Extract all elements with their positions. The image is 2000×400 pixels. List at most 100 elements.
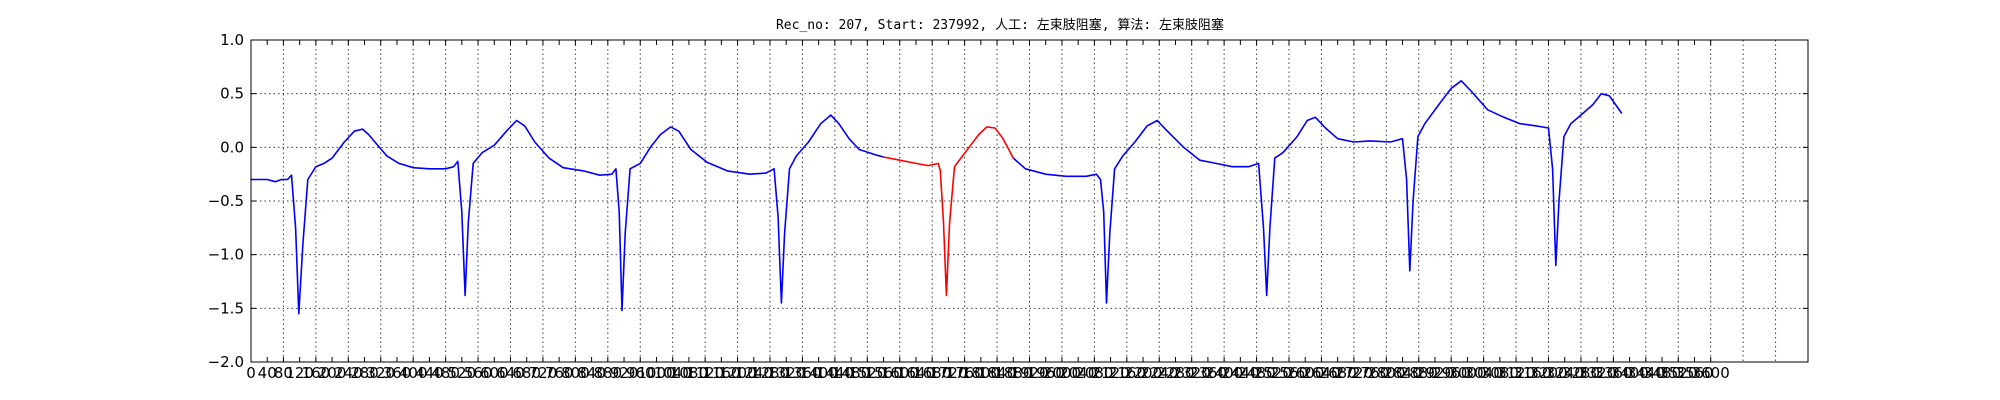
x-tick-label: 80: [274, 364, 293, 382]
x-tick-label: 2400: [1205, 364, 1243, 382]
x-tick-label: 1760: [946, 364, 984, 382]
x-tick-label: 1960: [1027, 364, 1065, 382]
x-tick-label: 1400: [800, 364, 838, 382]
x-tick-label: 2160: [1108, 364, 1146, 382]
x-tick-label: 3560: [1675, 364, 1713, 382]
y-tick-label: −2.0: [208, 353, 244, 371]
x-tick-label: 1600: [881, 364, 919, 382]
x-tick-label: 3200: [1529, 364, 1567, 382]
y-tick-label: −1.0: [208, 246, 244, 264]
x-tick-label: 2040: [1059, 364, 1097, 382]
x-tick-label: 1560: [864, 364, 902, 382]
x-tick-label: 760: [545, 364, 574, 382]
x-tick-label: 2840: [1383, 364, 1421, 382]
y-tick-label: 0.0: [220, 138, 244, 156]
x-tick-label: 2600: [1286, 364, 1324, 382]
x-tick-label: 3280: [1562, 364, 1600, 382]
x-tick-label: 1720: [929, 364, 967, 382]
x-tick-label: 1280: [751, 364, 789, 382]
x-tick-label: 2520: [1254, 364, 1292, 382]
y-tick-label: −0.5: [208, 192, 244, 210]
x-tick-label: 3080: [1481, 364, 1519, 382]
x-tick-label: 3600: [1692, 364, 1730, 382]
x-tick-label: 3520: [1659, 364, 1697, 382]
x-tick-label: 160: [302, 364, 331, 382]
x-tick-label: 1800: [962, 364, 1000, 382]
x-tick-label: 2640: [1302, 364, 1340, 382]
x-tick-label: 1240: [735, 364, 773, 382]
x-tick-label: 3240: [1546, 364, 1584, 382]
x-tick-label: 240: [334, 364, 363, 382]
x-tick-label: 1640: [897, 364, 935, 382]
x-tick-label: 2200: [1124, 364, 1162, 382]
x-tick-label: 2120: [1092, 364, 1130, 382]
x-tick-label: 560: [464, 364, 493, 382]
x-tick-label: 960: [626, 364, 655, 382]
x-tick-label: 2480: [1237, 364, 1275, 382]
x-tick-label: 640: [496, 364, 525, 382]
x-tick-label: 800: [561, 364, 590, 382]
x-tick-label: 1840: [978, 364, 1016, 382]
x-tick-label: 480: [431, 364, 460, 382]
x-tick-label: 1040: [654, 364, 692, 382]
x-tick-label: 3120: [1497, 364, 1535, 382]
x-tick-label: 2880: [1400, 364, 1438, 382]
x-tick-label: 1080: [670, 364, 708, 382]
x-tick-label: 880: [593, 364, 622, 382]
x-tick-label: 3000: [1448, 364, 1486, 382]
x-tick-label: 1360: [783, 364, 821, 382]
x-tick-label: 320: [366, 364, 395, 382]
x-tick-label: 2760: [1351, 364, 1389, 382]
x-tick-label: 200: [318, 364, 347, 382]
x-tick-label: 0: [246, 364, 256, 382]
x-tick-label: 3400: [1611, 364, 1649, 382]
x-tick-label: 3480: [1643, 364, 1681, 382]
x-tick-label: 2720: [1335, 364, 1373, 382]
x-tick-label: 2920: [1416, 364, 1454, 382]
y-tick-label: 1.0: [220, 31, 244, 49]
x-tick-label: 2560: [1270, 364, 1308, 382]
x-tick-label: 1520: [848, 364, 886, 382]
x-tick-label: 920: [610, 364, 639, 382]
x-tick-label: 1440: [816, 364, 854, 382]
x-tick-label: 2080: [1075, 364, 1113, 382]
series-layer: [250, 80, 1623, 315]
x-tick-label: 3440: [1627, 364, 1665, 382]
x-tick-label: 40: [258, 364, 277, 382]
x-tick-label: 2000: [1043, 364, 1081, 382]
x-tick-label: 520: [448, 364, 477, 382]
chart-title: Rec_no: 207, Start: 237992, 人工: 左束肢阻塞, 算…: [776, 17, 1224, 33]
x-tick-label: 400: [399, 364, 428, 382]
x-tick-label: 1480: [832, 364, 870, 382]
tick-layer: −2.0−1.5−1.0−0.50.00.51.00 40801201602002…: [208, 31, 1808, 382]
x-tick-label: 3360: [1594, 364, 1632, 382]
x-tick-label: 280: [350, 364, 379, 382]
ecg-trace-red: [882, 126, 1015, 297]
x-tick-label: 1200: [718, 364, 756, 382]
grid-layer: [251, 40, 1808, 362]
x-tick-label: 2800: [1367, 364, 1405, 382]
x-tick-label: 1920: [1010, 364, 1048, 382]
x-tick-label: 1680: [913, 364, 951, 382]
x-tick-label: 2680: [1319, 364, 1357, 382]
x-tick-label: 1160: [702, 364, 740, 382]
x-tick-label: 1120: [686, 364, 724, 382]
x-tick-label: 840: [577, 364, 606, 382]
x-tick-label: 2280: [1156, 364, 1194, 382]
x-tick-label: 3040: [1465, 364, 1503, 382]
y-tick-label: 0.5: [220, 85, 244, 103]
x-tick-label: 720: [529, 364, 558, 382]
plot-frame: [250, 39, 1809, 363]
x-tick-label: 2440: [1221, 364, 1259, 382]
x-tick-label: 360: [383, 364, 412, 382]
x-tick-label: 1320: [767, 364, 805, 382]
x-tick-label: 120: [285, 364, 314, 382]
x-tick-label: 2240: [1140, 364, 1178, 382]
x-tick-label: 600: [480, 364, 509, 382]
y-tick-label: −1.5: [208, 299, 244, 317]
x-tick-label: 3320: [1578, 364, 1616, 382]
x-tick-label: 440: [415, 364, 444, 382]
x-tick-label: 1880: [994, 364, 1032, 382]
